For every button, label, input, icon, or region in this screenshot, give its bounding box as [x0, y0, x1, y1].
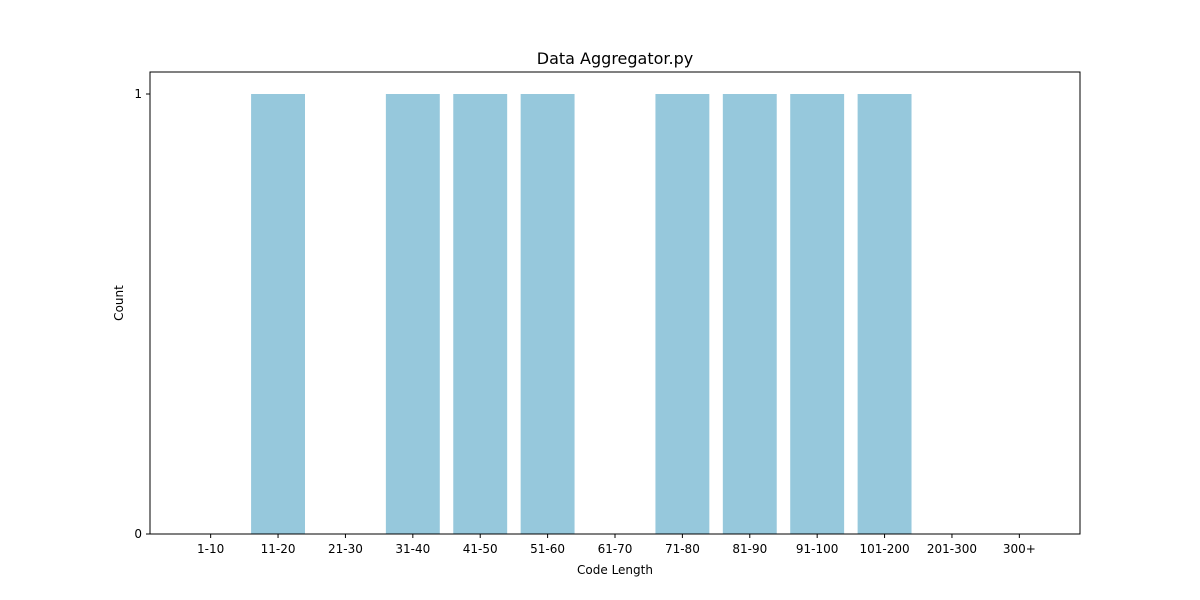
x-axis-label: Code Length [577, 563, 653, 577]
bar-71-80 [655, 94, 710, 534]
x-tick-label: 101-200 [859, 542, 909, 556]
x-tick-label: 300+ [1003, 542, 1036, 556]
x-tick-label: 1-10 [197, 542, 224, 556]
y-axis-ticks: 01 [134, 87, 150, 541]
x-tick-label: 91-100 [796, 542, 839, 556]
bar-51-60 [520, 94, 575, 534]
x-tick-label: 11-20 [261, 542, 296, 556]
bar-101-200 [857, 94, 912, 534]
bars-group [251, 94, 912, 534]
x-tick-label: 71-80 [665, 542, 700, 556]
x-tick-label: 41-50 [463, 542, 498, 556]
y-tick-label: 1 [134, 87, 142, 101]
bar-31-40 [385, 94, 440, 534]
x-tick-label: 21-30 [328, 542, 363, 556]
bar-81-90 [722, 94, 777, 534]
y-axis-label: Count [112, 285, 126, 321]
x-axis-ticks: 1-10 11-20 21-30 31-40 41-50 51-60 61-70 71-80 8… [197, 534, 1036, 556]
bar-91-100 [790, 94, 845, 534]
y-tick-label: 0 [134, 527, 142, 541]
bar-11-20 [251, 94, 305, 534]
x-tick-label: 81-90 [732, 542, 767, 556]
bar-41-50 [453, 94, 508, 534]
chart-title: Data Aggregator.py [537, 49, 693, 68]
x-tick-label: 51-60 [530, 542, 565, 556]
x-tick-label: 201-300 [927, 542, 977, 556]
x-tick-label: 31-40 [395, 542, 430, 556]
x-tick-label: 61-70 [598, 542, 633, 556]
